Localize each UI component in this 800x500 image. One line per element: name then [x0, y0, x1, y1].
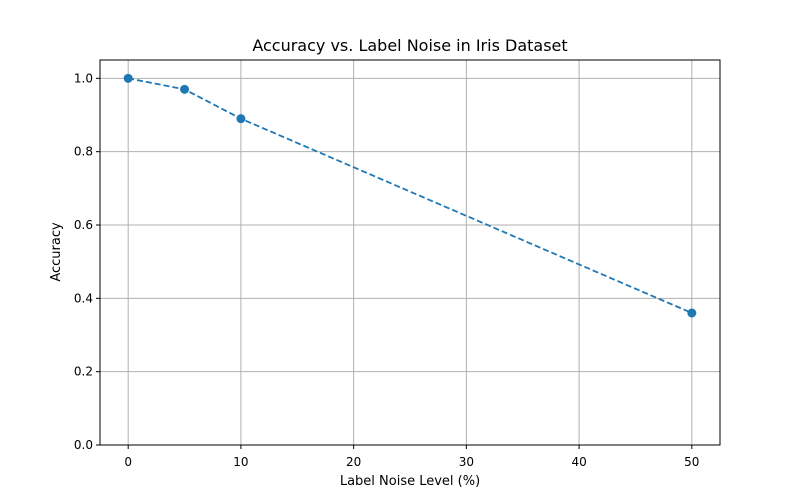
x-axis-label: Label Noise Level (%)	[340, 474, 480, 489]
y-tick-label: 0.2	[74, 365, 93, 379]
grid	[100, 60, 720, 446]
series	[123, 73, 697, 318]
y-tick-label: 0.8	[74, 145, 93, 159]
x-tick-label: 30	[459, 455, 474, 469]
x-tick-label: 0	[124, 455, 132, 469]
plot-frame	[99, 59, 721, 446]
data-point	[687, 308, 697, 318]
ticks: 0 10 20 30 40 50 0.0 0.2 0.4 0.6 0.8 1.0	[74, 71, 700, 469]
y-tick-label: 0.0	[74, 438, 93, 452]
x-tick-label: 50	[684, 455, 699, 469]
x-tick-label: 10	[233, 455, 248, 469]
series-line	[128, 77, 693, 314]
chart-title: Accuracy vs. Label Noise in Iris Dataset	[252, 36, 567, 55]
y-tick-label: 0.6	[74, 218, 93, 232]
y-axis-label: Accuracy	[49, 222, 64, 282]
x-tick-label: 40	[571, 455, 586, 469]
data-point	[123, 73, 133, 83]
y-tick-label: 1.0	[74, 71, 93, 85]
x-tick-label: 20	[346, 455, 361, 469]
data-point	[180, 84, 190, 94]
data-point	[236, 114, 246, 124]
y-tick-label: 0.4	[74, 291, 93, 305]
